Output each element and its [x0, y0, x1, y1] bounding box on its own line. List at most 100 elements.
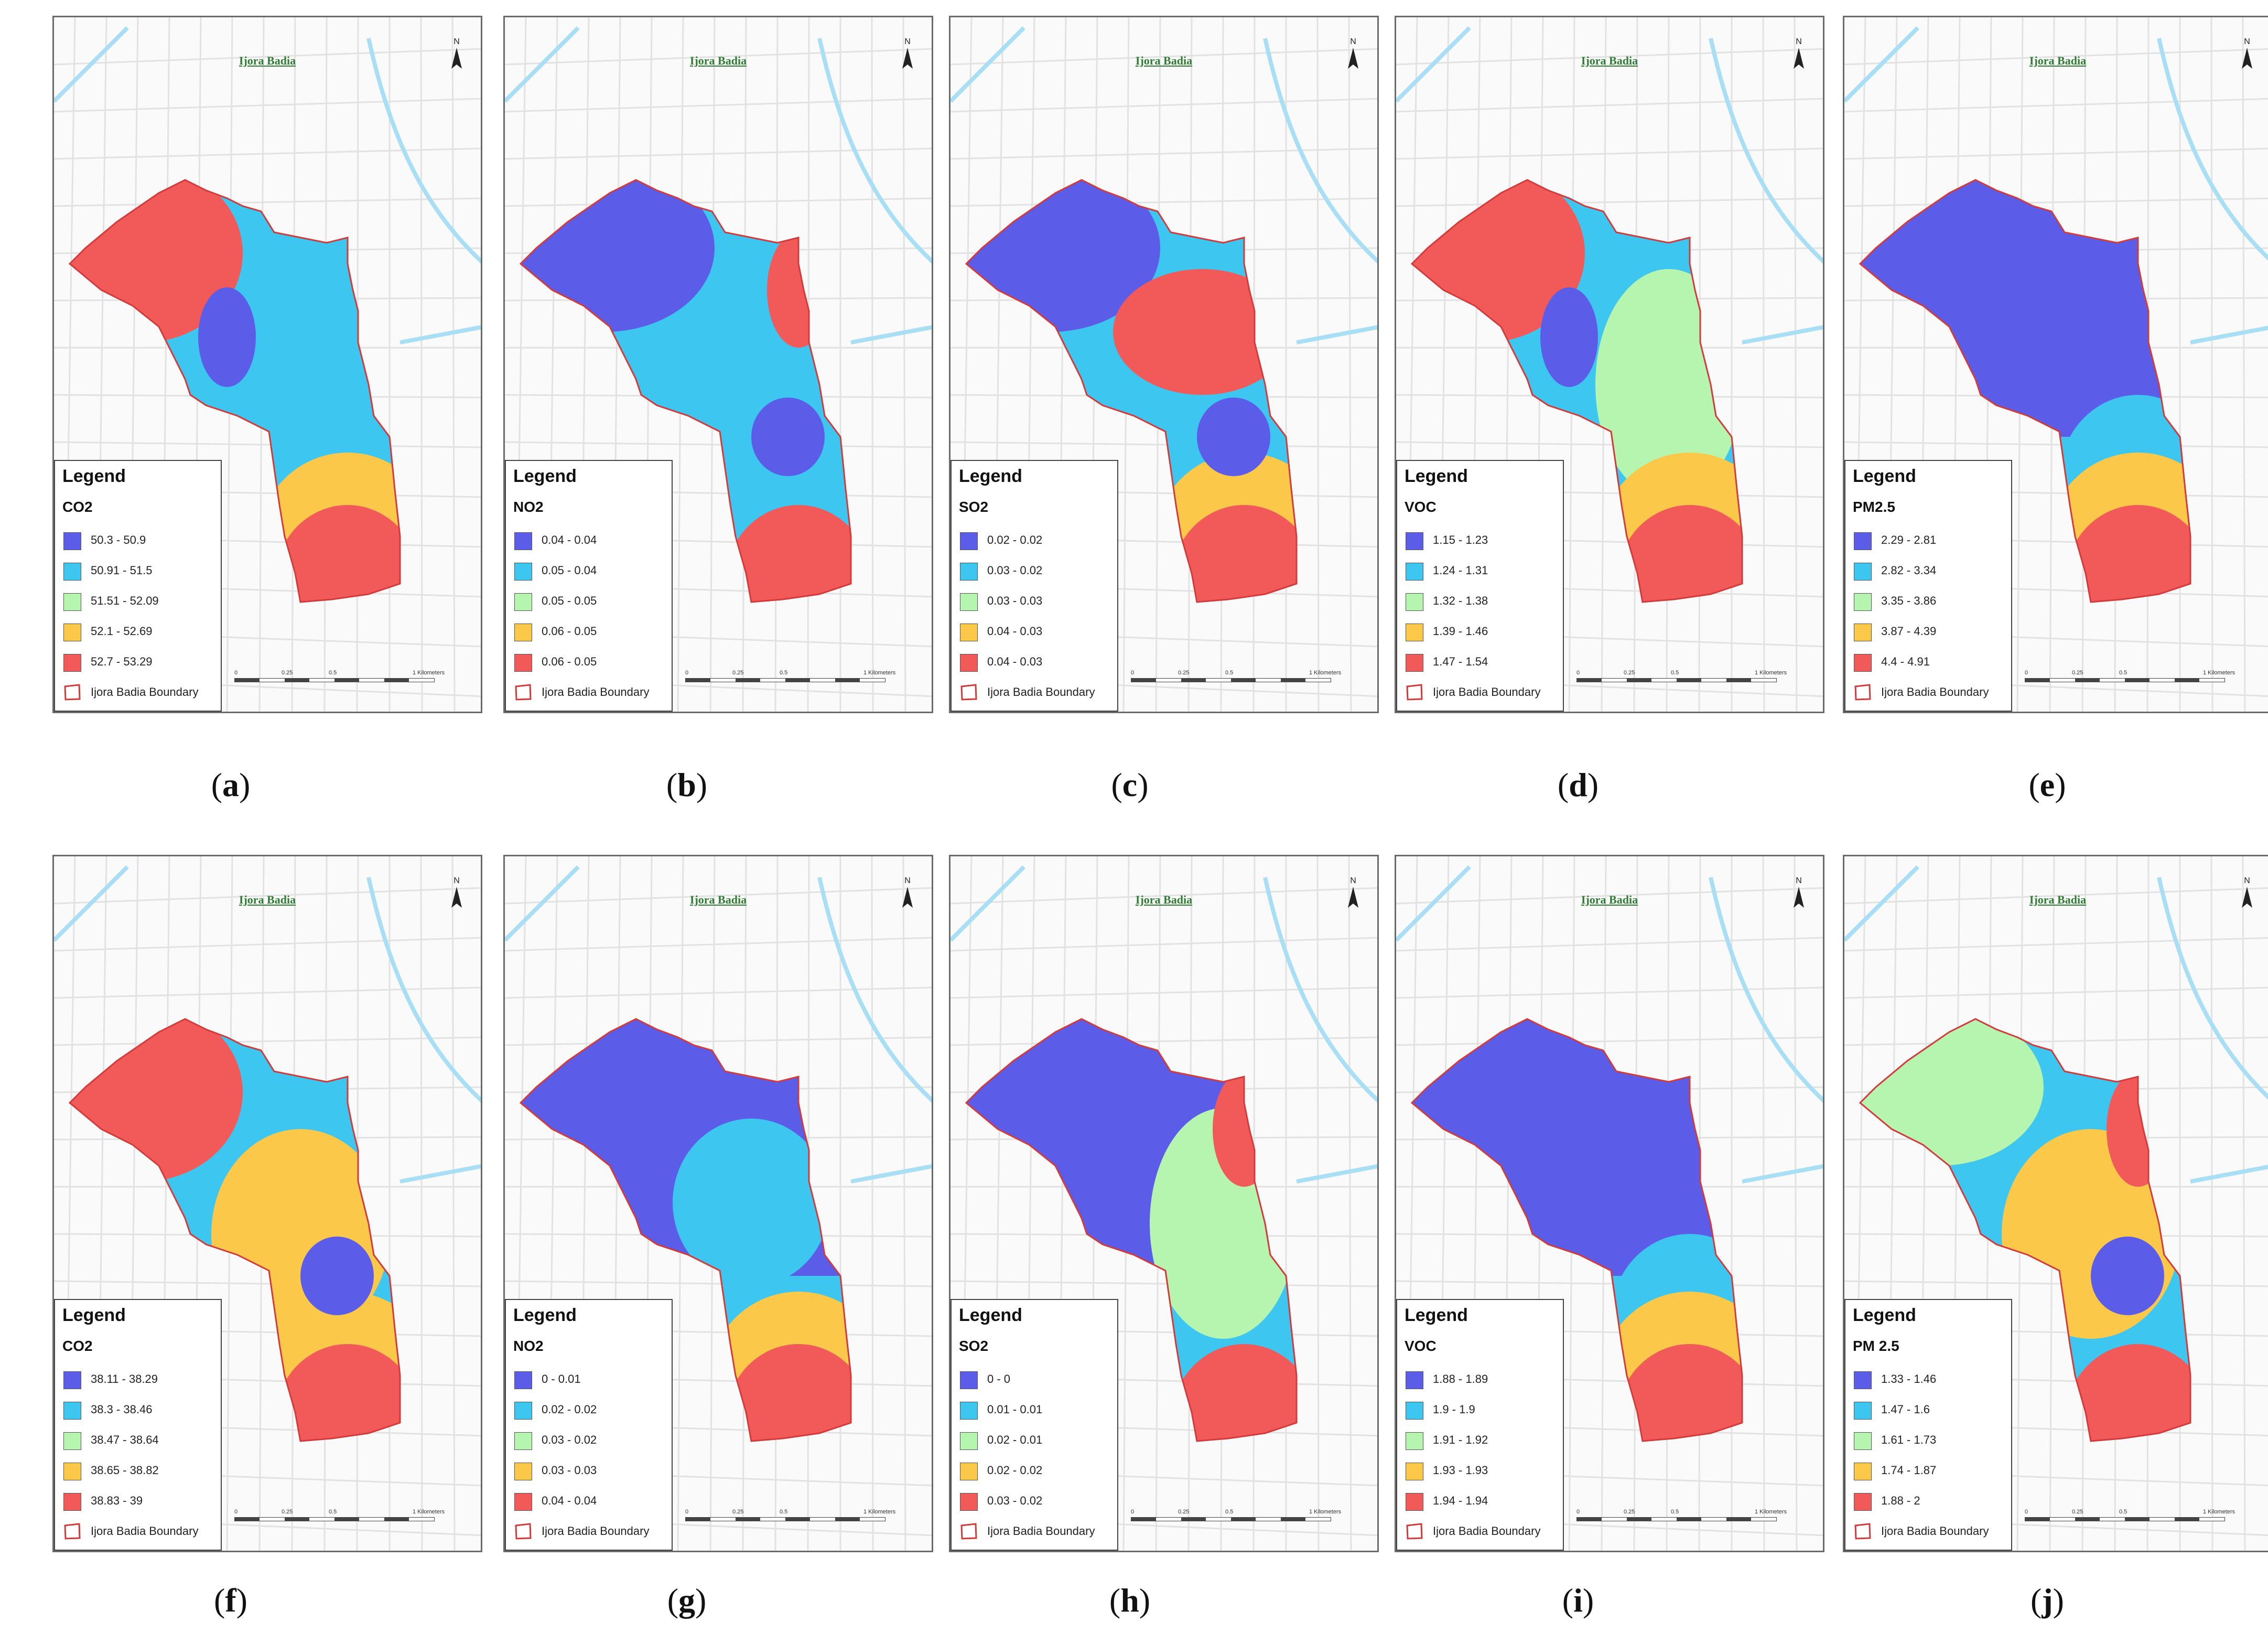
legend-swatch	[960, 624, 978, 641]
legend-class-label: 1.24 - 1.31	[1433, 564, 1488, 577]
legend-item: 1.9 - 1.9	[1406, 1399, 1563, 1422]
scale-bar-graphic	[2025, 1517, 2225, 1521]
legend-class-label: 0.04 - 0.03	[987, 655, 1043, 668]
scale-tick-label: 0.5	[1225, 670, 1234, 676]
scale-tick-label: 0.25	[1624, 670, 1635, 676]
legend-item: 1.91 - 1.92	[1406, 1429, 1563, 1452]
caption-letter: b	[677, 766, 696, 803]
map-panel-g: Ijora Badia N Legend NO2 0 - 0.01 0.02 - 0.02…	[503, 855, 933, 1552]
zone-low-southmid	[2091, 1237, 2164, 1315]
legend-class-label: 0.01 - 0.01	[987, 1403, 1043, 1416]
legend-item: 51.51 - 52.09	[63, 590, 221, 613]
legend-swatch	[1406, 593, 1423, 611]
legend-class-label: 1.9 - 1.9	[1433, 1403, 1475, 1416]
map-title: Ijora Badia	[1135, 54, 1193, 67]
legend-boundary-item: Ijora Badia Boundary	[63, 1520, 221, 1543]
scale-tick-label: 0.25	[732, 670, 744, 676]
scale-tick-label: 0.5	[2119, 670, 2127, 676]
north-arrow-icon: N	[898, 876, 917, 913]
legend-boundary-item: Ijora Badia Boundary	[63, 681, 221, 704]
legend-swatch	[514, 1371, 532, 1389]
legend-item: 0.04 - 0.03	[960, 620, 1117, 643]
legend-swatch	[1854, 1432, 1872, 1450]
north-arrow-icon: N	[2238, 876, 2256, 913]
waterway	[505, 865, 932, 1184]
panel-caption: (i)	[1536, 1581, 1620, 1620]
north-arrow-icon: N	[1789, 876, 1808, 913]
legend-swatch	[1406, 532, 1423, 550]
legend-item: 1.15 - 1.23	[1406, 529, 1563, 552]
basemap	[951, 17, 1377, 712]
scale-bar-graphic	[1576, 1517, 1777, 1521]
scale-tick-label: 0.5	[329, 1509, 337, 1515]
boundary-swatch-icon	[515, 1523, 532, 1540]
legend-item: 2.82 - 3.34	[1854, 560, 2011, 583]
caption-paren-close: )	[239, 766, 251, 803]
caption-paren-close: )	[695, 1582, 707, 1619]
legend-item: 0.01 - 0.01	[960, 1399, 1117, 1422]
legend-class-label: 52.1 - 52.69	[91, 625, 153, 638]
map-title: Ijora Badia	[239, 893, 296, 906]
legend-swatch	[514, 1432, 532, 1450]
legend: Legend VOC 1.15 - 1.23 1.24 - 1.31 1.32 - 1.…	[1396, 460, 1564, 712]
scale-tick-label: 0.25	[1178, 1509, 1190, 1515]
legend-boundary-item: Ijora Badia Boundary	[1406, 1520, 1563, 1543]
legend-class-label: 0.03 - 0.03	[542, 1464, 597, 1477]
boundary-label: Ijora Badia Boundary	[542, 1524, 650, 1538]
scale-tick-label: 0	[234, 670, 238, 676]
legend: Legend PM 2.5 1.33 - 1.46 1.47 - 1.6 1.61 - …	[1844, 1299, 2012, 1551]
legend-variable: PM 2.5	[1853, 1338, 1899, 1354]
legend-swatch	[1854, 1493, 1872, 1511]
scale-tick-label: 0	[685, 670, 689, 676]
legend-swatch	[514, 654, 532, 672]
zone-high-south	[1171, 505, 1297, 602]
caption-letter: c	[1122, 766, 1138, 803]
zone-high-south	[1171, 1344, 1297, 1441]
legend-variable: VOC	[1405, 499, 1437, 515]
caption-paren-open: (	[214, 1582, 225, 1619]
scale-tick-label: 0.5	[2119, 1509, 2127, 1515]
scale-tick-label: 0	[234, 1509, 238, 1515]
legend-class-label: 0.06 - 0.05	[542, 655, 597, 668]
legend-title: Legend	[1853, 466, 1916, 486]
boundary-swatch-icon	[64, 684, 81, 701]
waterway	[54, 865, 481, 1184]
caption-paren-close: )	[236, 1582, 247, 1619]
waterway	[951, 865, 1377, 1184]
legend-item: 0.03 - 0.03	[960, 590, 1117, 613]
map-title: Ijora Badia	[239, 54, 296, 67]
scale-bar: 0 0.25 0.5 1 Kilometers	[685, 1509, 905, 1530]
legend-item: 0.02 - 0.02	[514, 1399, 672, 1422]
legend-item: 50.91 - 51.5	[63, 560, 221, 583]
legend-class-label: 0.04 - 0.04	[542, 1494, 597, 1507]
scale-tick-label: 0	[2025, 670, 2028, 676]
legend: Legend CO2 50.3 - 50.9 50.91 - 51.5 51.51 - …	[54, 460, 222, 712]
legend-item: 38.83 - 39	[63, 1490, 221, 1513]
legend: Legend SO2 0.02 - 0.02 0.03 - 0.02 0.03 - 0.…	[951, 460, 1118, 712]
legend-item: 0.02 - 0.02	[960, 529, 1117, 552]
boundary-label: Ijora Badia Boundary	[1433, 685, 1541, 699]
legend-boundary-item: Ijora Badia Boundary	[1854, 1520, 2011, 1543]
legend-swatch	[514, 624, 532, 641]
legend-swatch	[514, 1493, 532, 1511]
scale-bar: 0 0.25 0.5 1 Kilometers	[2025, 670, 2245, 691]
legend-swatch	[1854, 1402, 1872, 1420]
scale-bar-graphic	[2025, 678, 2225, 682]
basemap	[1396, 17, 1823, 712]
panel-caption: (h)	[1088, 1581, 1172, 1620]
legend-item: 50.3 - 50.9	[63, 529, 221, 552]
zone-cyan-mid	[673, 1119, 830, 1286]
boundary-swatch-icon	[960, 1523, 977, 1540]
legend-class-label: 2.29 - 2.81	[1881, 533, 1937, 546]
scale-bar-graphic	[234, 678, 435, 682]
zone-low-southmid	[300, 1237, 374, 1315]
legend-swatch	[960, 1493, 978, 1511]
legend-swatch	[1854, 563, 1872, 581]
north-arrow-icon: N	[447, 876, 466, 913]
legend-class-label: 1.47 - 1.54	[1433, 655, 1488, 668]
legend-class-label: 38.65 - 38.82	[91, 1464, 159, 1477]
legend-item: 0.04 - 0.03	[960, 651, 1117, 674]
legend-class-label: 3.87 - 4.39	[1881, 625, 1937, 638]
legend-class-label: 1.93 - 1.93	[1433, 1464, 1488, 1477]
legend-swatch	[514, 532, 532, 550]
